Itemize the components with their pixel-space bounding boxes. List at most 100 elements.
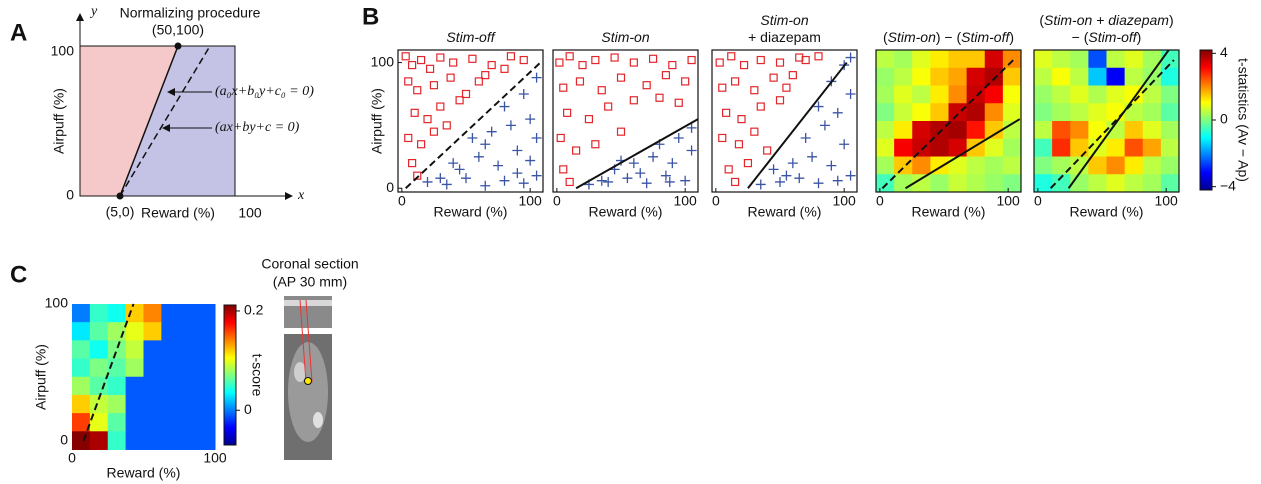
y-label: Airpuff (%) xyxy=(51,88,67,154)
x-label: Reward (%) xyxy=(107,465,181,481)
heat-cell xyxy=(144,322,162,341)
square-marker xyxy=(447,74,454,81)
heat-cell xyxy=(108,340,126,359)
heat-cell xyxy=(930,121,949,139)
y-tick-label: 0 xyxy=(386,179,394,195)
axis-name: x xyxy=(297,188,305,203)
x-tick-label: 0 xyxy=(712,193,720,209)
point xyxy=(117,193,124,200)
heat-cell xyxy=(1070,139,1089,157)
panel-label: B xyxy=(362,3,379,30)
square-marker xyxy=(643,82,650,89)
coronal-section: Coronal section (AP 30 mm) xyxy=(261,256,358,460)
cross-marker xyxy=(506,120,516,130)
plot-frame xyxy=(712,50,857,192)
heat-cell xyxy=(179,395,197,414)
heat-cell xyxy=(1034,174,1053,192)
cross-marker xyxy=(769,164,779,174)
heat-cell xyxy=(876,68,895,86)
square-marker xyxy=(751,128,758,135)
heat-cell xyxy=(144,395,162,414)
x-tick-label: 0 xyxy=(398,193,406,209)
annotation: (50,100) xyxy=(152,22,204,38)
cross-marker xyxy=(756,179,766,189)
section-image xyxy=(313,412,323,428)
heat-cell xyxy=(1161,50,1180,68)
site xyxy=(305,378,312,385)
heat-cell xyxy=(1003,157,1022,175)
heat-cell xyxy=(108,377,126,396)
panel-a: A y x Normalizing procedure (50,100) (5,… xyxy=(10,4,314,220)
square-marker xyxy=(783,84,790,91)
square-marker xyxy=(488,62,495,69)
heat-cell xyxy=(930,174,949,192)
x-tick-label: 0 xyxy=(553,193,561,209)
heat-cell xyxy=(108,395,126,414)
plot-title: (Stim-on) − (Stim-off) xyxy=(883,29,1014,45)
heat-cell xyxy=(90,322,108,341)
heat-cell xyxy=(126,431,144,450)
cross-marker xyxy=(603,177,613,187)
figure: A y x Normalizing procedure (50,100) (5,… xyxy=(0,0,1261,484)
heat-cell xyxy=(1052,139,1071,157)
square-marker xyxy=(630,97,637,104)
heat-cell xyxy=(179,304,197,323)
heat-cell xyxy=(90,431,108,450)
heat-cell xyxy=(108,413,126,432)
heat-cell xyxy=(876,50,895,68)
cross-marker xyxy=(532,133,542,143)
cross-marker xyxy=(814,178,824,188)
cross-marker xyxy=(839,139,849,149)
cross-marker xyxy=(480,139,490,149)
x-label: Reward (%) xyxy=(748,204,822,220)
heat-cell xyxy=(894,121,913,139)
heat-cell xyxy=(144,413,162,432)
square-marker xyxy=(566,53,573,60)
heat-cell xyxy=(912,68,931,86)
x-label: Reward (%) xyxy=(141,205,215,221)
square-marker xyxy=(501,65,508,72)
title-part: Stim-on xyxy=(760,12,808,28)
heat-cell xyxy=(126,377,144,396)
heat-cell xyxy=(179,413,197,432)
title-part: Stim-off xyxy=(961,29,1011,45)
heat-cell xyxy=(161,340,179,359)
heat-cell xyxy=(72,431,90,450)
square-marker xyxy=(409,62,416,69)
plot-title: + diazepam xyxy=(748,29,821,45)
heat-cell xyxy=(967,121,986,139)
square-marker xyxy=(592,57,599,64)
cross-marker xyxy=(648,152,658,162)
heat-cell xyxy=(90,304,108,323)
heat-cell xyxy=(985,139,1004,157)
heat-cell xyxy=(126,395,144,414)
square-marker xyxy=(744,160,751,167)
fit-line xyxy=(576,119,698,188)
heat-cell xyxy=(1143,121,1162,139)
heat-cell xyxy=(1034,103,1053,121)
cross-marker xyxy=(455,164,465,174)
cross-marker xyxy=(519,178,529,188)
section-image xyxy=(284,300,332,306)
plot-frame xyxy=(553,50,698,192)
square-marker xyxy=(757,57,764,64)
x-label: Reward (%) xyxy=(912,204,986,220)
heat-cell xyxy=(876,139,895,157)
heat-cell xyxy=(197,340,215,359)
heat-cell xyxy=(876,121,895,139)
plot-title: (Stim-on + diazepam) xyxy=(1039,12,1173,28)
heat-cell xyxy=(1088,174,1107,192)
cross-marker xyxy=(461,173,471,183)
cross-marker xyxy=(532,171,542,181)
heat-cell xyxy=(894,86,913,104)
square-marker xyxy=(732,178,739,185)
heat-cell xyxy=(197,359,215,378)
cross-marker xyxy=(775,177,785,187)
heat-cell xyxy=(1107,86,1126,104)
heat-cell xyxy=(1003,174,1022,192)
cross-marker xyxy=(512,168,522,178)
square-marker xyxy=(560,166,567,173)
cross-marker xyxy=(480,181,490,191)
cross-marker xyxy=(687,146,697,156)
axis-name: y xyxy=(89,4,98,19)
